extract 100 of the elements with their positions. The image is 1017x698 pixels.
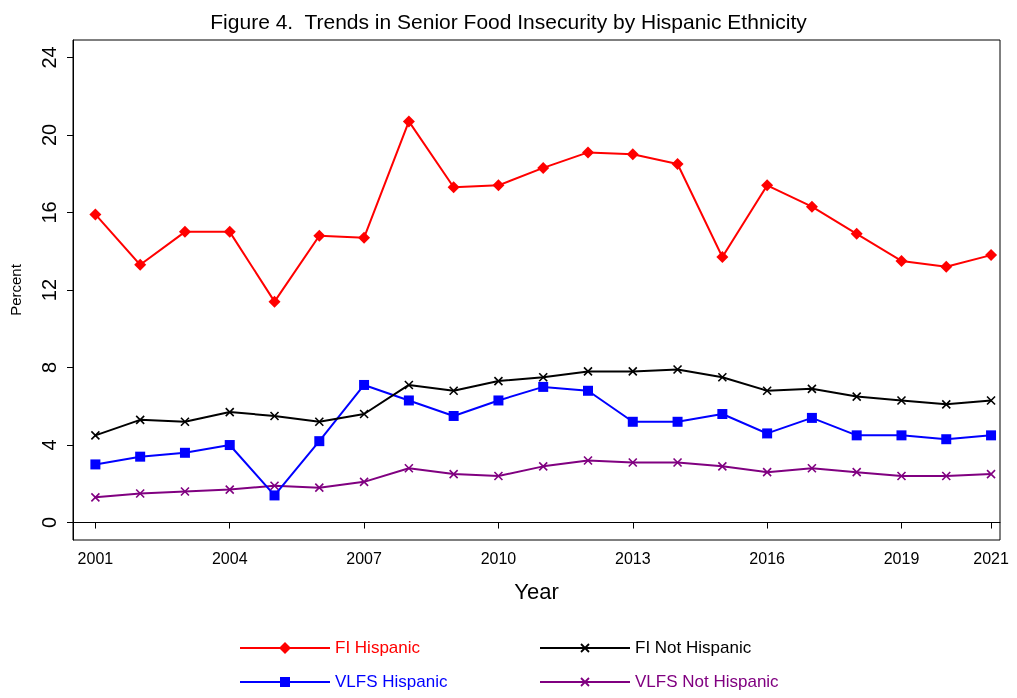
x-tick-label: 2013 [614, 549, 651, 567]
point [716, 251, 729, 264]
point [941, 434, 952, 445]
point [895, 254, 908, 267]
point [89, 208, 102, 221]
point [90, 492, 101, 503]
point [358, 231, 371, 244]
point [314, 482, 325, 493]
point [582, 146, 594, 159]
point [223, 225, 236, 238]
point [448, 469, 459, 479]
point [986, 469, 996, 479]
point [672, 416, 683, 427]
y-tick-label: 8 [38, 361, 60, 374]
point [896, 395, 907, 406]
point [672, 457, 683, 468]
text: VLFS Hispanic [335, 672, 448, 692]
point [404, 380, 414, 390]
point [762, 385, 772, 396]
point [404, 463, 414, 474]
point [896, 471, 907, 481]
point [180, 416, 190, 427]
x-tick-label: 2001 [77, 549, 114, 567]
point [448, 385, 459, 396]
point [268, 295, 281, 308]
point [717, 372, 728, 383]
y-tick-label: 12 [38, 278, 60, 302]
point [941, 399, 952, 410]
point [717, 461, 728, 472]
point [986, 430, 997, 441]
y-tick-label: 0 [38, 517, 60, 529]
x-tick-label: 2010 [480, 549, 517, 567]
point [493, 471, 504, 481]
text: FI Hispanic [335, 638, 421, 658]
x-tick-label: 2007 [346, 549, 382, 567]
point [134, 258, 147, 271]
point [762, 428, 773, 439]
point [940, 260, 953, 273]
point [493, 395, 504, 406]
point [583, 366, 593, 377]
point [896, 430, 907, 441]
point [359, 379, 370, 390]
point [402, 115, 415, 128]
point [492, 179, 505, 192]
point [627, 457, 638, 468]
point [493, 376, 504, 386]
point [224, 484, 235, 495]
point [269, 411, 280, 421]
point [671, 158, 684, 171]
point [762, 467, 772, 477]
point [807, 463, 817, 474]
point [985, 249, 998, 262]
point [448, 410, 459, 421]
x-tick-label: 2004 [211, 549, 248, 567]
point [224, 407, 235, 417]
x-tick-label: 2021 [973, 549, 1009, 567]
chart-title: Figure 4. Trends in Senior Food Insecurity by Hispanic Ethnicity [210, 10, 808, 33]
point [807, 384, 817, 394]
point [717, 409, 728, 420]
y-tick-label: 4 [38, 439, 60, 451]
point [359, 477, 369, 487]
point [269, 490, 280, 501]
point [447, 181, 460, 194]
point [224, 440, 235, 451]
point [583, 385, 593, 396]
point [851, 430, 862, 441]
point [537, 161, 550, 174]
point [851, 391, 862, 402]
point [314, 416, 325, 427]
point [583, 455, 593, 466]
point [761, 179, 774, 192]
point [179, 447, 190, 458]
point [806, 412, 817, 423]
point [359, 409, 369, 419]
point [313, 229, 326, 242]
x-tick-label: 2016 [749, 549, 786, 567]
point [178, 225, 191, 238]
x-tick-label: 2019 [883, 549, 920, 567]
point [90, 430, 101, 441]
point [269, 480, 280, 491]
point [180, 486, 190, 497]
point [314, 436, 325, 447]
x-axis-title: Year [514, 578, 559, 604]
point [805, 200, 818, 213]
point [626, 148, 639, 161]
point [627, 416, 638, 427]
text: FI Not Hispanic [635, 638, 752, 658]
y-axis-title: Percent [7, 263, 24, 316]
point [135, 415, 145, 425]
point [941, 471, 952, 481]
point [135, 488, 145, 499]
point [403, 395, 414, 406]
point [538, 381, 549, 392]
point [672, 364, 683, 375]
point [851, 467, 862, 477]
point [986, 395, 996, 406]
point [135, 451, 146, 462]
point [627, 366, 638, 377]
text: VLFS Not Hispanic [635, 672, 779, 692]
y-tick-label: 20 [38, 123, 60, 147]
